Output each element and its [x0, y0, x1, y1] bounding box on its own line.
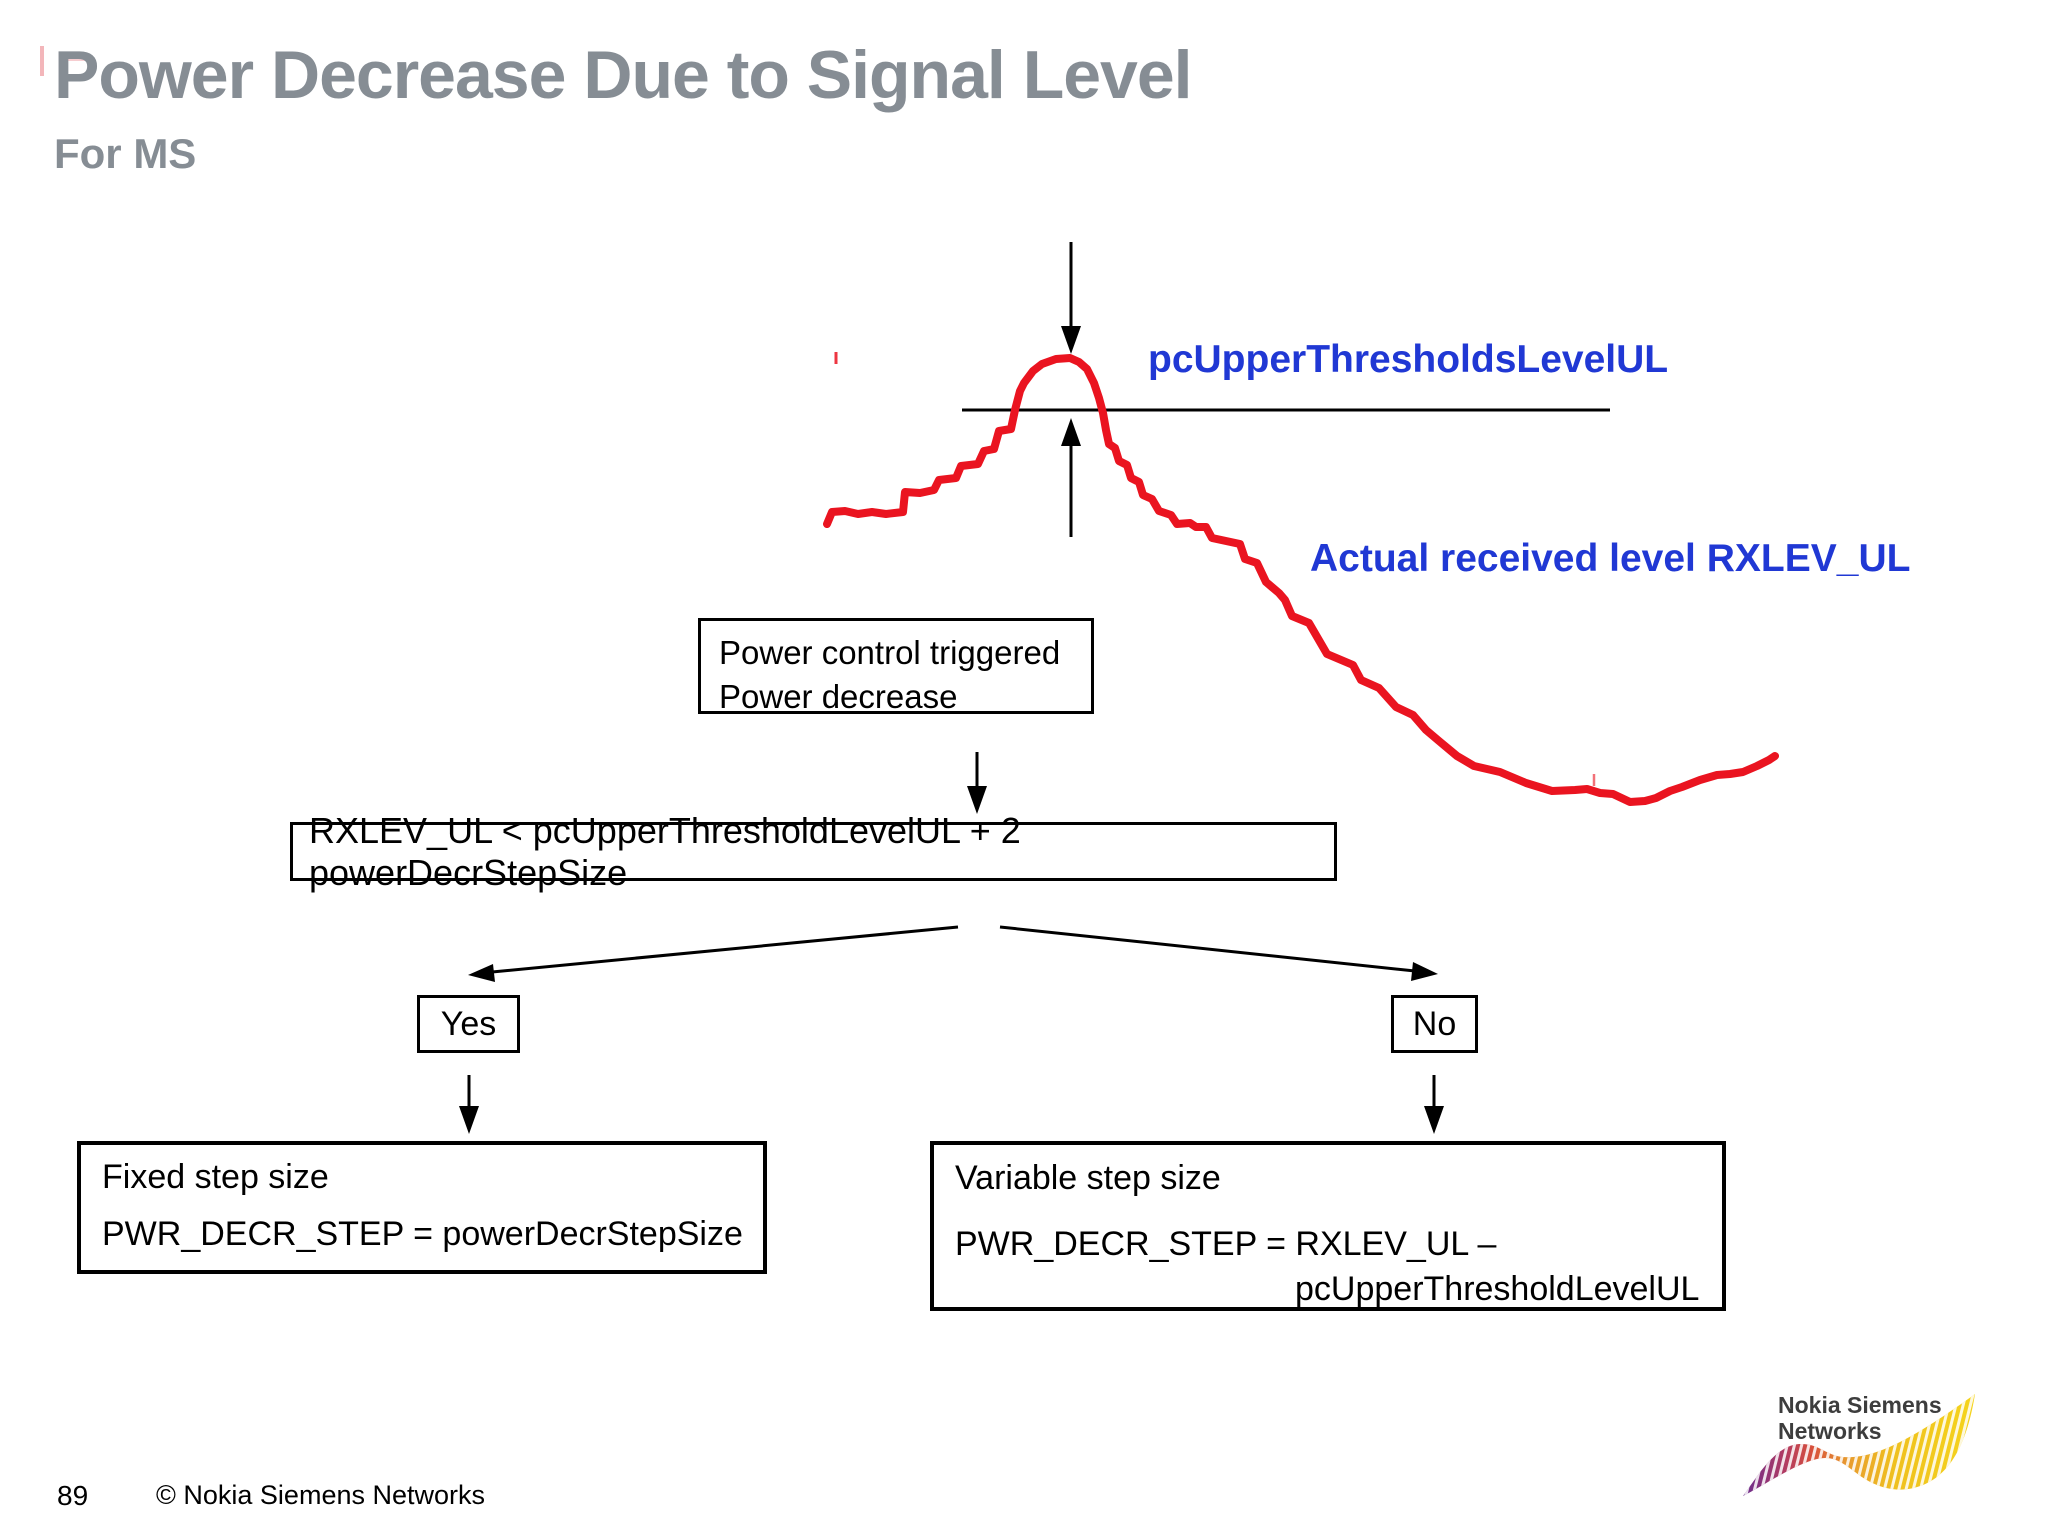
- received-level-label: Actual received level RXLEV_UL: [1310, 537, 1911, 580]
- condition-text: RXLEV_UL < pcUpperThresholdLevelUL + 2 p…: [309, 809, 1021, 893]
- variable-step-line1: Variable step size: [955, 1159, 1221, 1197]
- copyright-text: © Nokia Siemens Networks: [156, 1480, 485, 1510]
- red-corner-mark: [40, 46, 94, 76]
- nokia-siemens-logo-wave: [1743, 1394, 1975, 1496]
- fixed-step-line1: Fixed step size: [102, 1158, 329, 1196]
- arrow-trigger-to-condition: [967, 752, 987, 814]
- up-arrow-to-line: [1061, 418, 1081, 537]
- no-label: No: [1412, 1004, 1457, 1043]
- variable-step-line2: PWR_DECR_STEP = RXLEV_UL –: [955, 1225, 1497, 1263]
- arrow-no-to-variable: [1424, 1075, 1444, 1134]
- variable-step-box: Variable step size PWR_DECR_STEP = RXLEV…: [930, 1141, 1726, 1311]
- yes-box: Yes: [417, 995, 520, 1053]
- trigger-box: Power control triggered Power decrease: [698, 618, 1094, 715]
- trigger-box-line1: Power control triggered: [719, 634, 1061, 671]
- logo-line2: Networks: [1778, 1418, 1882, 1444]
- arrow-yes-to-fixed: [459, 1075, 479, 1134]
- fixed-step-box: Fixed step size PWR_DECR_STEP = powerDec…: [77, 1141, 767, 1274]
- condition-box: RXLEV_UL < pcUpperThresholdLevelUL + 2 p…: [290, 810, 1337, 893]
- slide-title: Power Decrease Due to Signal Level: [54, 37, 1193, 113]
- signal-level-curve: [823, 354, 1779, 806]
- fixed-step-line2: PWR_DECR_STEP = powerDecrStepSize: [102, 1215, 743, 1253]
- no-box: No: [1391, 995, 1478, 1053]
- upper-threshold-label: pcUpperThresholdsLevelUL: [1148, 338, 1669, 381]
- arrow-branch-yes: [468, 925, 959, 982]
- variable-step-line3: pcUpperThresholdLevelUL: [1295, 1270, 1700, 1308]
- trigger-box-line2: Power decrease: [719, 678, 958, 715]
- nokia-siemens-logo-text: Nokia Siemens Networks: [1778, 1392, 1942, 1444]
- page-number: 89: [57, 1480, 89, 1511]
- arrow-branch-no: [999, 925, 1438, 981]
- yes-label: Yes: [440, 1004, 497, 1043]
- down-arrow-to-peak: [1061, 242, 1081, 354]
- slide-subtitle: For MS: [54, 130, 197, 177]
- logo-line1: Nokia Siemens: [1778, 1392, 1942, 1418]
